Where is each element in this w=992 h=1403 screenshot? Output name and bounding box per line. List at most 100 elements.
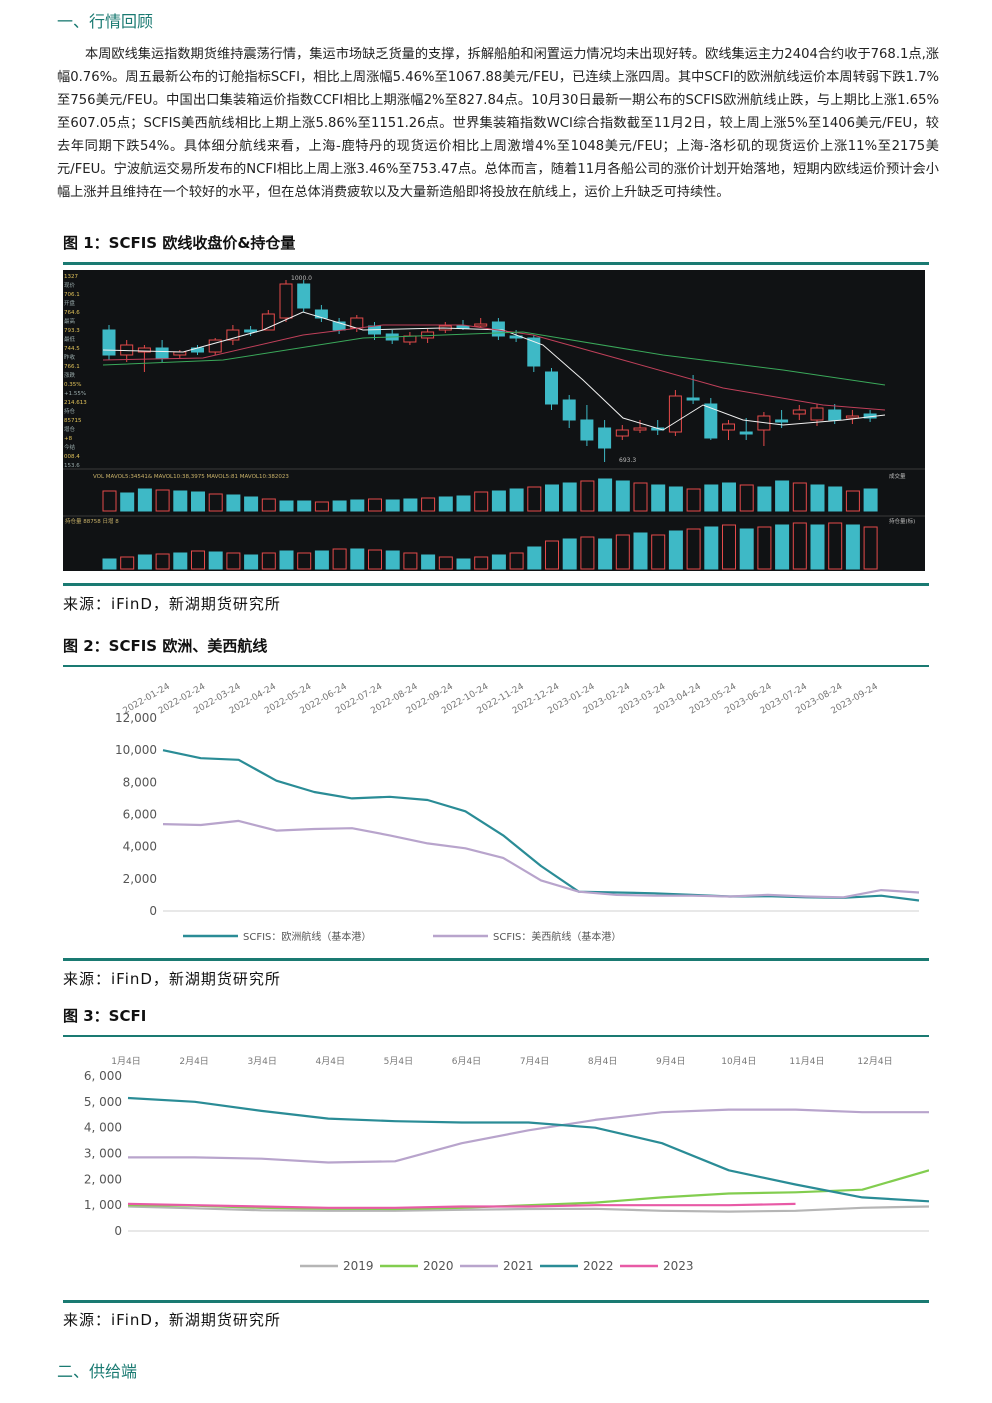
candle-body bbox=[598, 427, 612, 449]
candle-body bbox=[686, 397, 700, 401]
volume-bar bbox=[350, 499, 365, 512]
volume-bar bbox=[421, 497, 436, 512]
open-interest-bar bbox=[810, 524, 825, 570]
open-interest-bar bbox=[102, 558, 117, 570]
open-interest-bar bbox=[474, 556, 489, 570]
figure-3-bottom-rule bbox=[63, 1300, 929, 1303]
x-tick-label: 6月4日 bbox=[452, 1056, 481, 1067]
open-interest-bar bbox=[509, 552, 524, 570]
open-interest-bar bbox=[173, 552, 188, 570]
volume-bar bbox=[527, 486, 542, 512]
volume-bar bbox=[580, 480, 595, 512]
volume-bar bbox=[775, 480, 790, 512]
price-info-label: 008.4 bbox=[64, 454, 80, 460]
candle-body bbox=[668, 395, 682, 433]
price-info-label: 766.1 bbox=[64, 364, 80, 370]
open-interest-bar bbox=[775, 524, 790, 570]
figure-1-top-rule bbox=[63, 262, 929, 265]
candle-body bbox=[314, 309, 328, 319]
volume-bar bbox=[173, 490, 188, 512]
x-tick-label: 1月4日 bbox=[111, 1056, 140, 1067]
volume-bar bbox=[598, 478, 613, 512]
price-info-label: 持仓 bbox=[64, 407, 76, 415]
volume-bar bbox=[226, 494, 241, 512]
price-info-label: 764.6 bbox=[64, 310, 80, 316]
figure-2-source: 来源：iFinD，新湖期货研究所 bbox=[63, 970, 281, 988]
y-tick-label: 0 bbox=[149, 904, 157, 918]
price-info-label: 706.1 bbox=[64, 292, 80, 298]
volume-bar bbox=[739, 484, 754, 512]
open-interest-bar bbox=[615, 534, 630, 570]
legend-label: SCFIS：美西航线（基本港） bbox=[493, 930, 621, 943]
open-interest-bar bbox=[297, 552, 312, 570]
price-info-label: 214.613 bbox=[64, 400, 87, 406]
open-interest-bar bbox=[598, 538, 613, 570]
candle-body bbox=[137, 347, 151, 353]
series-line bbox=[127, 1202, 796, 1209]
x-tick-label: 10月4日 bbox=[721, 1056, 756, 1067]
x-tick-label: 12月4日 bbox=[857, 1056, 892, 1067]
legend-label: 2023 bbox=[663, 1259, 694, 1273]
candle-body bbox=[191, 347, 204, 353]
candle-body bbox=[226, 329, 240, 341]
volume-bar bbox=[810, 484, 825, 512]
price-info-label: 涨跌 bbox=[64, 371, 76, 379]
open-interest-bar bbox=[421, 554, 436, 570]
open-interest-bar bbox=[686, 528, 701, 570]
candle-body bbox=[456, 325, 470, 329]
volume-bar bbox=[332, 500, 347, 512]
open-interest-bar bbox=[562, 538, 577, 570]
scfis-line-chart: 12,00010,0008,0006,0004,0002,00002022-01… bbox=[115, 682, 920, 943]
x-tick-label: 2月4日 bbox=[179, 1056, 208, 1067]
volume-bar bbox=[368, 498, 382, 512]
open-interest-bar bbox=[668, 530, 683, 570]
open-interest-bar bbox=[757, 526, 772, 570]
price-info-label: +1.55% bbox=[64, 391, 86, 397]
candle-body bbox=[722, 423, 735, 431]
open-interest-bar bbox=[226, 552, 241, 570]
volume-bar bbox=[191, 491, 205, 512]
volume-bar bbox=[102, 490, 117, 512]
volume-bar bbox=[545, 484, 559, 512]
volume-bar bbox=[651, 484, 666, 512]
volume-bar bbox=[314, 501, 329, 512]
y-tick-label: 5, 000 bbox=[84, 1095, 122, 1109]
volume-bar bbox=[491, 490, 506, 512]
volume-bar bbox=[279, 500, 294, 512]
series-line bbox=[128, 1108, 929, 1164]
candle-body bbox=[704, 403, 718, 439]
legend-label: 2022 bbox=[583, 1259, 614, 1273]
oi-right-label: 持仓量(标) bbox=[889, 517, 915, 525]
price-info-label: 153.6 bbox=[64, 463, 80, 469]
open-interest-bar bbox=[704, 526, 719, 570]
scfi-line-chart: 6, 000 5, 000 4, 000 3, 000 2, 000 1, 000 0 1月4… bbox=[84, 1056, 929, 1273]
ma-line-white bbox=[102, 311, 886, 431]
candlestick-chart: 1327 现价 706.1开盘 764.6最高 793.3最低 744.5昨收 766.1涨… bbox=[63, 270, 925, 571]
volume-bar bbox=[562, 482, 577, 512]
price-info-label: 793.3 bbox=[64, 328, 80, 334]
low-price-label: 693.3 bbox=[619, 457, 636, 464]
candle-body bbox=[208, 339, 222, 353]
candle-body bbox=[173, 351, 187, 356]
y-tick-label: 8,000 bbox=[123, 775, 157, 789]
series-line bbox=[127, 1096, 929, 1203]
candle-body bbox=[792, 409, 806, 415]
volume-bar bbox=[244, 496, 259, 512]
price-info-label: 昨收 bbox=[64, 353, 76, 361]
figure-1-source: 来源：iFinD，新湖期货研究所 bbox=[63, 595, 281, 613]
candle-body bbox=[279, 283, 293, 319]
open-interest-bar bbox=[845, 524, 860, 570]
open-interest-bar bbox=[792, 522, 807, 570]
ma-line-green bbox=[102, 331, 886, 386]
x-tick-label: 8月4日 bbox=[588, 1056, 617, 1067]
open-interest-bar bbox=[279, 550, 294, 570]
x-tick-label: 9月4日 bbox=[656, 1056, 685, 1067]
y-tick-label: 12,000 bbox=[115, 711, 157, 725]
open-interest-bar bbox=[244, 554, 259, 570]
y-tick-label: 3, 000 bbox=[84, 1147, 122, 1161]
candle-body bbox=[775, 419, 789, 423]
open-interest-bar bbox=[828, 522, 843, 570]
y-tick-label: 2, 000 bbox=[84, 1172, 122, 1186]
section-2-title: 二、供给端 bbox=[57, 1362, 138, 1381]
legend-label: 2021 bbox=[503, 1259, 534, 1273]
